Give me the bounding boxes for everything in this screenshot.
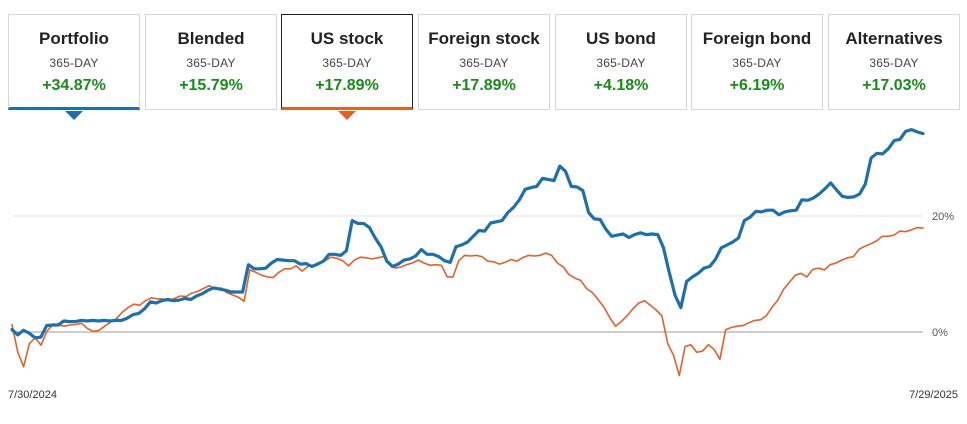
tab-name: Alternatives — [845, 29, 943, 48]
tab-return: +34.87% — [42, 77, 106, 94]
tab-return: +17.89% — [452, 77, 516, 94]
tab-us-bond[interactable]: US bond 365-DAY +4.18% — [555, 14, 687, 110]
tab-period: 365-DAY — [459, 56, 509, 70]
y-tick-label: 0% — [932, 327, 948, 339]
tab-period: 365-DAY — [732, 56, 782, 70]
tab-return: +4.18% — [593, 77, 649, 94]
tab-return: +17.03% — [862, 77, 926, 94]
x-start-date-label: 7/30/2024 — [8, 389, 57, 401]
tab-return: +17.89% — [315, 77, 379, 94]
tab-return: +6.19% — [729, 77, 785, 94]
tab-return: +15.79% — [179, 77, 243, 94]
chart-lines — [10, 128, 925, 377]
tab-name: US stock — [310, 29, 384, 48]
tab-name: Foreign stock — [428, 29, 540, 48]
y-tick-label: 20% — [932, 211, 954, 223]
tab-period: 365-DAY — [322, 56, 372, 70]
tab-name: Portfolio — [39, 29, 109, 48]
allocation-tabs: Portfolio 365-DAY +34.87% Blended 365-DA… — [0, 0, 967, 125]
tab-us-stock[interactable]: US stock 365-DAY +17.89% — [281, 14, 413, 110]
tab-blended[interactable]: Blended 365-DAY +15.79% — [145, 14, 277, 110]
tab-name: US bond — [586, 29, 656, 48]
tab-alternatives[interactable]: Alternatives 365-DAY +17.03% — [828, 14, 960, 110]
chart-grid — [12, 215, 923, 333]
tab-foreign-stock[interactable]: Foreign stock 365-DAY +17.89% — [418, 14, 550, 110]
tab-period: 365-DAY — [596, 56, 646, 70]
x-end-date-label: 7/29/2025 — [909, 389, 958, 401]
tab-foreign-bond[interactable]: Foreign bond 365-DAY +6.19% — [691, 14, 823, 110]
tab-name: Blended — [177, 29, 245, 48]
comparison-indicator-arrow — [338, 111, 356, 120]
chart-labels: 20% 0% 7/30/2024 7/29/2025 — [8, 211, 958, 401]
tab-name: Foreign bond — [702, 29, 812, 48]
selected-indicator-arrow — [65, 111, 83, 120]
tab-period: 365-DAY — [186, 56, 236, 70]
portfolio-line — [10, 128, 925, 340]
tab-portfolio[interactable]: Portfolio 365-DAY +34.87% — [8, 14, 140, 110]
tab-period: 365-DAY — [869, 56, 919, 70]
tab-period: 365-DAY — [49, 56, 99, 70]
